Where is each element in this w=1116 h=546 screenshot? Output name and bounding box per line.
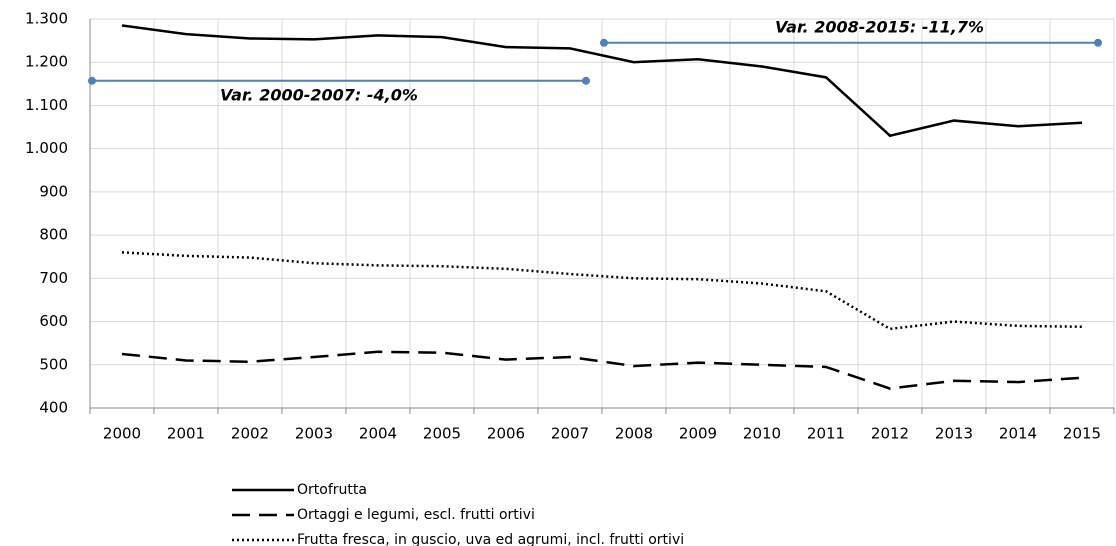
y-tick-label: 1.300 (25, 10, 68, 28)
x-tick-label: 2010 (743, 425, 781, 443)
x-tick-label: 2003 (295, 425, 333, 443)
x-tick-label: 2014 (999, 425, 1037, 443)
x-tick-label: 2004 (359, 425, 397, 443)
annotation-text: Var. 2000-2007: -4,0% (220, 85, 418, 104)
y-tick-label: 400 (39, 399, 68, 417)
y-tick-label: 800 (39, 226, 68, 244)
x-tick-label: 2009 (679, 425, 717, 443)
x-tick-label: 2000 (103, 425, 141, 443)
annotation-dot (600, 38, 608, 47)
annotation-dot (582, 76, 590, 85)
y-tick-label: 1.100 (25, 96, 68, 114)
x-tick-label: 2005 (423, 425, 461, 443)
x-tick-label: 2011 (807, 425, 845, 443)
series-line (121, 251, 1083, 331)
legend-label: Frutta fresca, in guscio, uva ed agrumi,… (297, 532, 684, 546)
y-tick-label: 600 (39, 312, 68, 330)
y-tick-label: 500 (39, 355, 68, 373)
x-tick-label: 2001 (167, 425, 205, 443)
series-line (121, 24, 1083, 138)
x-tick-label: 2007 (551, 425, 589, 443)
y-tick-label: 1.000 (25, 139, 68, 157)
x-tick-label: 2006 (487, 425, 525, 443)
annotation-dot (1094, 38, 1102, 47)
legend-label: Ortofrutta (297, 482, 367, 498)
annotation-text: Var. 2008-2015: -11,7% (775, 17, 984, 36)
x-tick-label: 2015 (1063, 425, 1101, 443)
x-tick-label: 2012 (871, 425, 909, 443)
x-tick-label: 2002 (231, 425, 269, 443)
y-tick-label: 700 (39, 269, 68, 287)
y-tick-label: 900 (39, 182, 68, 200)
x-tick-label: 2008 (615, 425, 653, 443)
x-tick-label: 2013 (935, 425, 973, 443)
legend-label: Ortaggi e legumi, escl. frutti ortivi (297, 507, 535, 523)
annotation-dot (88, 76, 96, 85)
y-tick-label: 1.200 (25, 53, 68, 71)
